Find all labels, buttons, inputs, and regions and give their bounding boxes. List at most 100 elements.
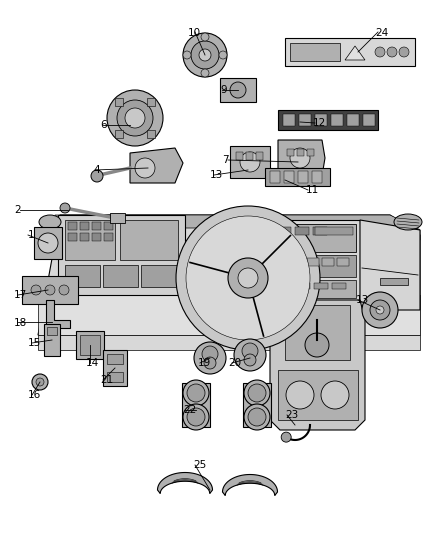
Bar	[103, 265, 138, 287]
Bar	[107, 354, 123, 364]
Bar	[80, 335, 100, 355]
Text: 20: 20	[228, 358, 241, 368]
Bar	[363, 114, 375, 126]
Bar	[47, 327, 57, 335]
Text: 17: 17	[14, 290, 27, 300]
Bar	[116, 99, 124, 107]
Bar	[44, 324, 60, 356]
Bar	[246, 152, 253, 160]
Bar	[285, 38, 415, 66]
Bar	[80, 222, 89, 230]
Bar	[120, 220, 178, 260]
Text: 24: 24	[375, 28, 388, 38]
Circle shape	[135, 158, 155, 178]
Bar	[104, 222, 113, 230]
Bar	[110, 213, 125, 223]
Text: 22: 22	[183, 405, 196, 415]
Circle shape	[248, 408, 266, 426]
Bar	[103, 350, 127, 386]
Bar	[68, 222, 77, 230]
Text: 10: 10	[188, 28, 201, 38]
Circle shape	[281, 432, 291, 442]
Bar	[277, 227, 291, 235]
Bar	[278, 370, 358, 420]
Circle shape	[187, 384, 205, 402]
Bar	[296, 283, 310, 289]
Bar	[315, 114, 327, 126]
Circle shape	[117, 100, 153, 136]
Polygon shape	[38, 295, 420, 335]
Circle shape	[321, 381, 349, 409]
Text: 21: 21	[100, 375, 113, 385]
Circle shape	[38, 233, 58, 253]
Circle shape	[290, 148, 310, 168]
Circle shape	[199, 49, 211, 61]
Polygon shape	[223, 474, 278, 496]
Circle shape	[201, 69, 209, 77]
Polygon shape	[270, 220, 360, 300]
Bar	[107, 372, 123, 382]
Text: 14: 14	[86, 358, 99, 368]
Bar	[147, 130, 155, 138]
Bar	[297, 149, 304, 156]
Bar	[65, 220, 115, 260]
Polygon shape	[278, 140, 325, 176]
Bar	[277, 258, 289, 266]
Bar	[278, 283, 292, 289]
Text: 1: 1	[28, 230, 35, 240]
Bar	[38, 335, 420, 350]
Circle shape	[375, 47, 385, 57]
Text: 2: 2	[14, 205, 21, 215]
Circle shape	[201, 33, 209, 41]
Circle shape	[234, 339, 266, 371]
Bar	[287, 149, 294, 156]
Circle shape	[219, 51, 227, 59]
Text: 11: 11	[306, 185, 319, 195]
Polygon shape	[270, 300, 365, 430]
Text: 19: 19	[198, 358, 211, 368]
Bar	[65, 265, 100, 287]
Bar	[147, 99, 155, 107]
Bar	[22, 276, 78, 304]
Circle shape	[286, 381, 314, 409]
Circle shape	[242, 343, 258, 359]
Polygon shape	[38, 215, 420, 335]
Text: 4: 4	[93, 165, 99, 175]
Bar	[315, 227, 353, 235]
Circle shape	[370, 300, 390, 320]
Circle shape	[244, 404, 270, 430]
Text: 6: 6	[100, 120, 106, 130]
Bar	[274, 255, 356, 277]
Bar	[265, 168, 330, 186]
Circle shape	[186, 216, 310, 340]
Bar	[322, 258, 334, 266]
Circle shape	[230, 82, 246, 98]
Circle shape	[244, 380, 270, 406]
Circle shape	[32, 374, 48, 390]
Bar	[220, 78, 256, 102]
Bar	[292, 258, 304, 266]
Circle shape	[176, 206, 320, 350]
Bar	[290, 43, 340, 61]
Bar	[256, 152, 263, 160]
Text: 16: 16	[28, 390, 41, 400]
Polygon shape	[46, 300, 70, 328]
Circle shape	[59, 285, 69, 295]
Circle shape	[60, 203, 70, 213]
Bar	[270, 171, 280, 183]
Bar	[243, 383, 271, 427]
Circle shape	[125, 108, 145, 128]
Ellipse shape	[39, 215, 61, 229]
Bar	[274, 224, 356, 252]
Bar	[285, 305, 350, 360]
Circle shape	[183, 51, 191, 59]
Polygon shape	[345, 46, 365, 60]
Bar	[295, 227, 309, 235]
Circle shape	[362, 292, 398, 328]
Circle shape	[36, 378, 44, 386]
Bar	[278, 110, 378, 130]
Bar	[68, 233, 77, 241]
Polygon shape	[229, 295, 268, 340]
Bar	[347, 114, 359, 126]
Circle shape	[31, 285, 41, 295]
